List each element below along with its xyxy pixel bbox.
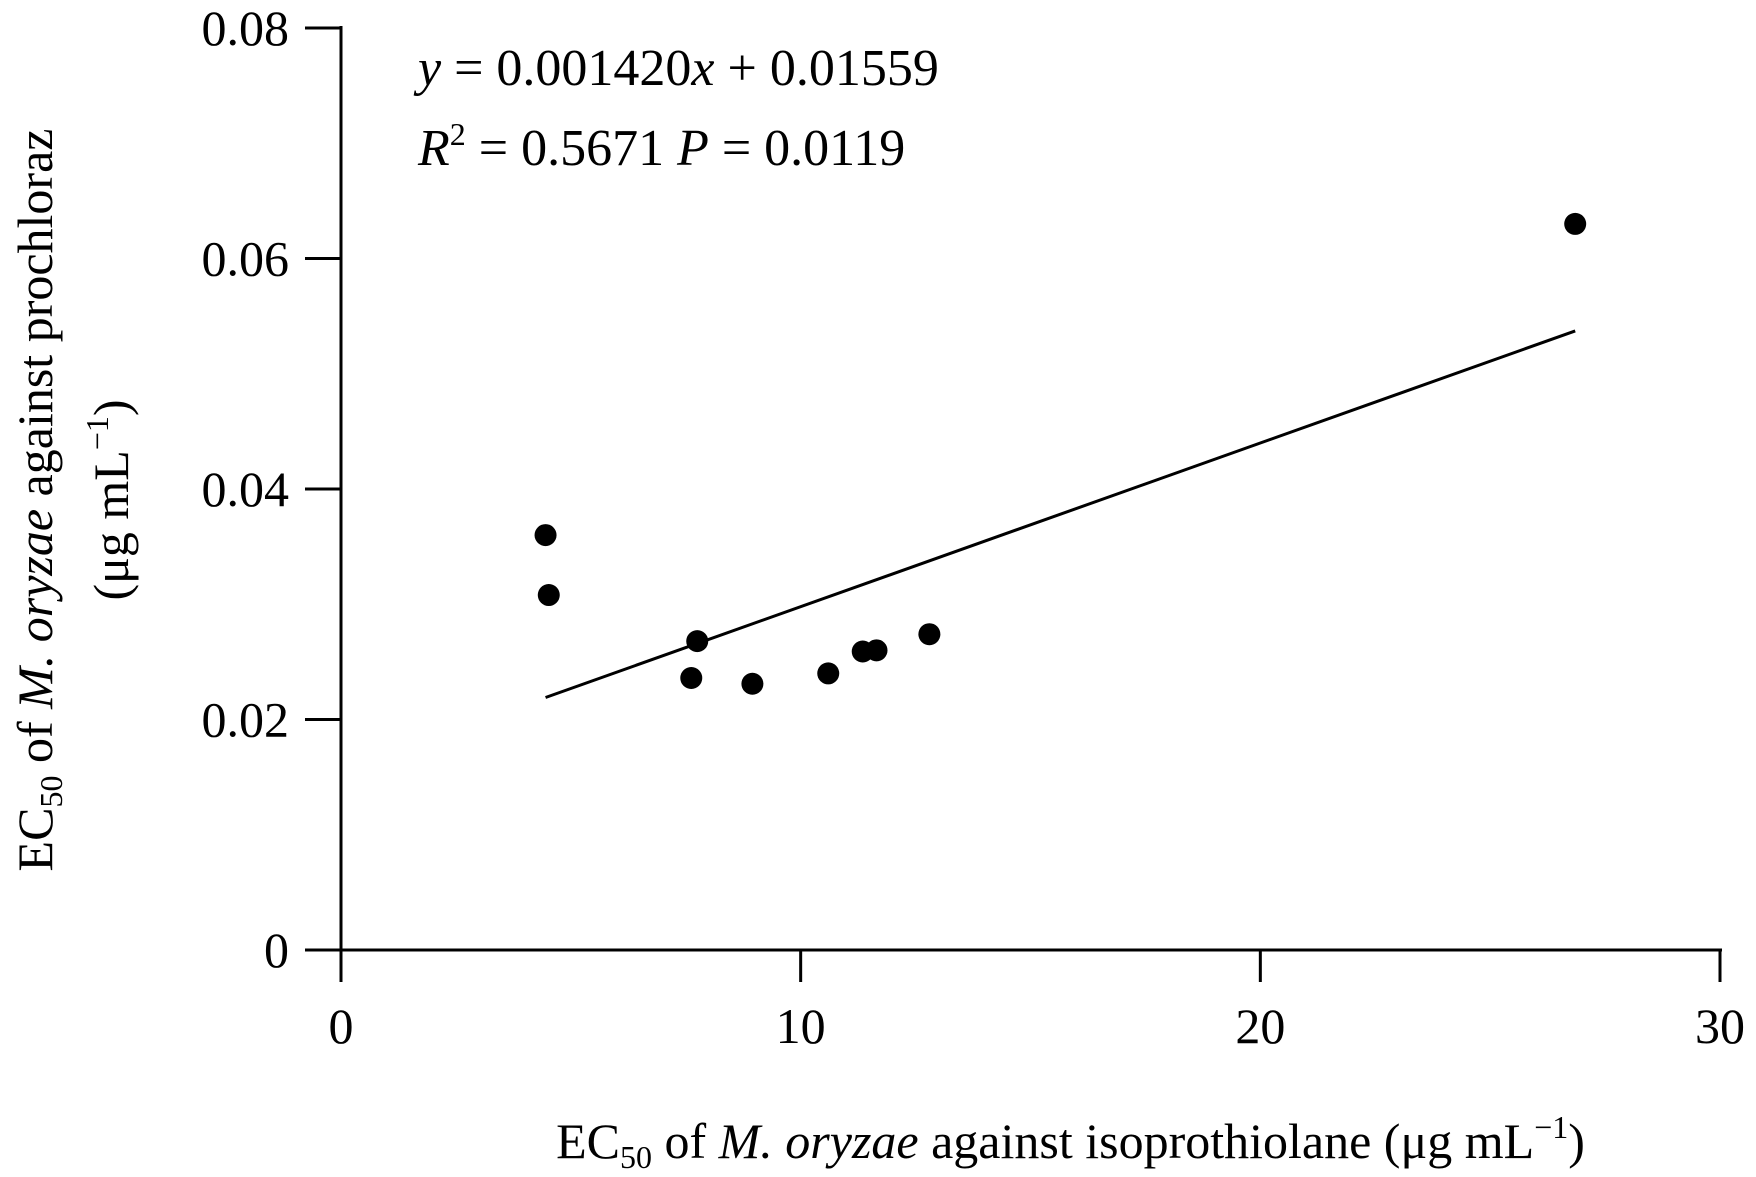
x-axis-title-part: of	[652, 1113, 719, 1169]
y-tick-label: 0.04	[202, 461, 290, 517]
x-axis-title-part: EC	[556, 1113, 620, 1169]
x-tick-label: 30	[1695, 998, 1745, 1054]
y-axis-title: EC50 of M. oryzae against prochloraz(μg …	[7, 129, 139, 872]
x-tick-label: 10	[776, 998, 826, 1054]
data-point	[817, 662, 840, 685]
regression-stats: R2 = 0.5671 P = 0.0119	[417, 116, 905, 177]
data-point	[1564, 212, 1587, 235]
regression-stats-part: P	[676, 120, 709, 177]
regression-equation-part: + 0.01559	[715, 40, 939, 97]
y-axis-title-line1-part: of	[7, 709, 63, 776]
y-axis-title-line2: (μg mL−1)	[79, 399, 139, 600]
y-tick-label: 0.08	[202, 0, 290, 56]
regression-equation-part: x	[690, 40, 714, 97]
x-tick-label: 0	[329, 998, 354, 1054]
data-point	[918, 623, 941, 646]
x-axis-title-part: against isoprothiolane (μg mL	[919, 1113, 1535, 1169]
y-axis-title-line2-part: (μg mL	[83, 450, 139, 600]
y-axis-title-line2-part: )	[83, 399, 139, 416]
data-point	[865, 639, 888, 662]
data-point	[680, 667, 703, 690]
regression-equation-part: y	[413, 40, 442, 97]
data-point	[534, 524, 557, 547]
regression-stats-part: = 0.5671	[466, 120, 677, 177]
data-point	[686, 630, 709, 653]
regression-line-group	[545, 329, 1576, 699]
y-axis-title-line1-part: M. oryzae	[7, 509, 63, 710]
data-point	[537, 584, 560, 607]
regression-equation-part: = 0.001420	[441, 40, 691, 97]
y-axis-title-line2-part: −1	[79, 416, 115, 450]
regression-equation: y = 0.001420x + 0.01559	[413, 40, 939, 97]
y-axis-title-line1-part: EC	[7, 808, 63, 872]
x-axis-title-part: M. oryzae	[718, 1113, 919, 1169]
y-axis-title-line1-part: 50	[33, 776, 69, 808]
axes	[305, 26, 1722, 982]
x-axis-title-part: 50	[620, 1139, 652, 1175]
x-tick-label: 20	[1235, 998, 1285, 1054]
data-points	[534, 212, 1587, 695]
data-point	[741, 672, 764, 695]
x-axis-title-part: )	[1568, 1113, 1585, 1169]
y-axis-title-line1: EC50 of M. oryzae against prochloraz	[7, 129, 69, 872]
x-axis-title: EC50 of M. oryzae against isoprothiolane…	[556, 1109, 1585, 1175]
regression-line	[545, 329, 1576, 699]
y-tick-label: 0	[264, 922, 289, 978]
regression-stats-part: = 0.0119	[709, 120, 905, 177]
x-axis-title-part: −1	[1534, 1109, 1568, 1145]
regression-stats-part: R	[417, 120, 450, 177]
y-tick-label: 0.02	[202, 692, 290, 748]
y-tick-label: 0.06	[202, 231, 290, 287]
regression-stats-part: 2	[450, 116, 466, 152]
y-axis-title-line1-part: against prochloraz	[7, 129, 63, 509]
